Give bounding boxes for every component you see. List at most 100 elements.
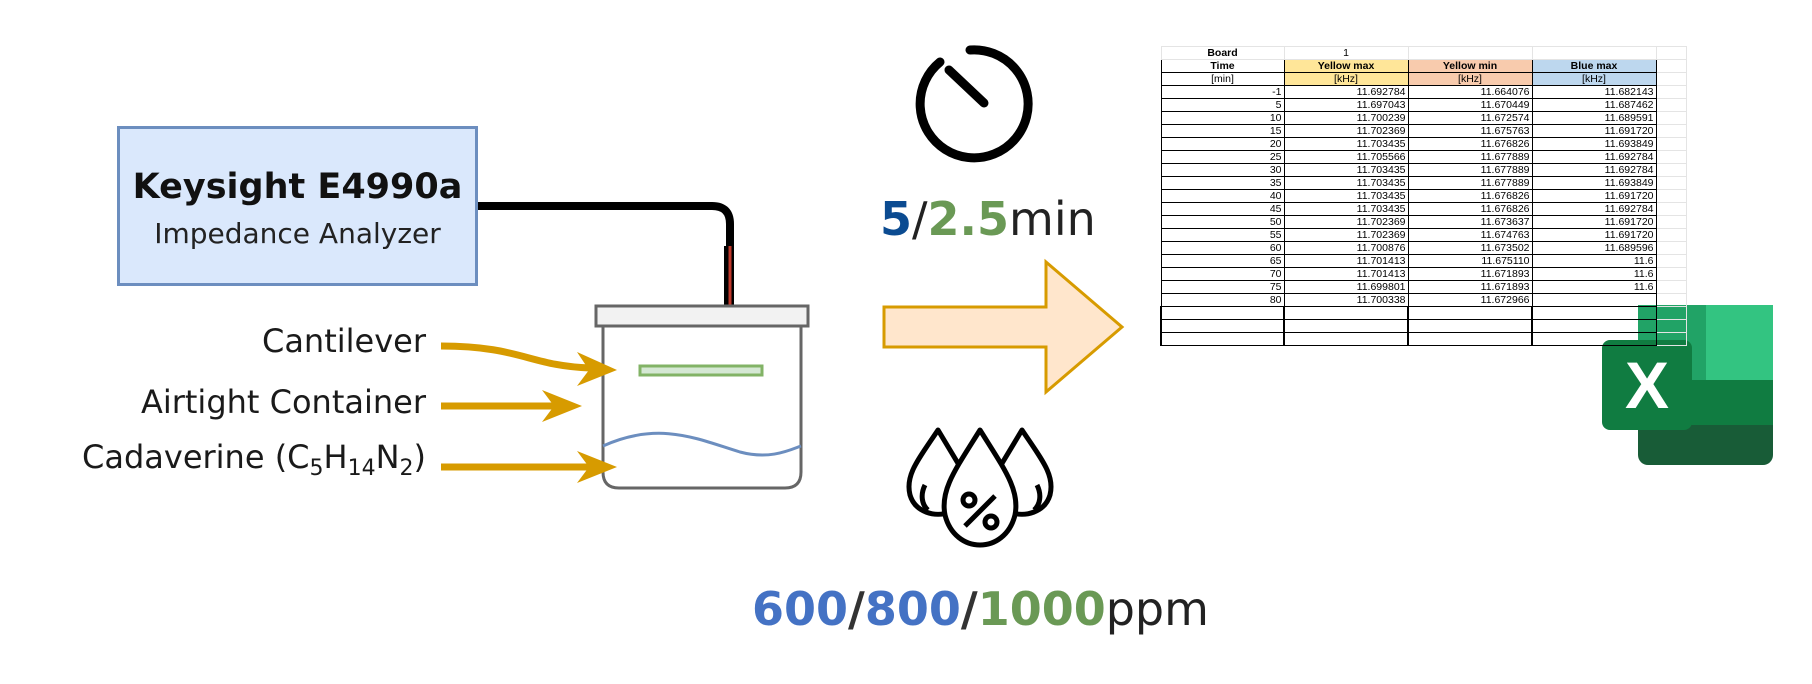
table-cell: 11.676826 [1407,202,1533,216]
table-cell: 70 [1160,267,1285,281]
table-cell: 11.703435 [1283,163,1409,177]
table-cell: 11.700239 [1283,111,1409,125]
table-cell: 11.702369 [1283,124,1409,138]
table-row: 25 11.705566 11.677889 11.692784 [1160,150,1687,164]
table-cell: -1 [1160,85,1285,99]
analyzer-subtitle: Impedance Analyzer [154,217,441,250]
table-row: -1 11.692784 11.664076 11.682143 [1160,85,1687,99]
table-cell: 11.672966 [1407,293,1533,307]
header-yellow-min: Yellow min [1407,59,1533,73]
board-label: Board [1160,46,1285,60]
table-cell: 11.671893 [1407,280,1533,294]
table-row: 30 11.703435 11.677889 11.692784 [1160,163,1687,177]
table-cell: 11.675763 [1407,124,1533,138]
concentration-value-3: 1000 [977,582,1106,636]
concentration-levels: 600/800/1000ppm [752,582,1209,636]
timer-icon [915,45,1033,163]
table-cell: 11.700338 [1283,293,1409,307]
table-cell: 11.6 [1531,254,1657,268]
empty-row [1160,306,1687,320]
empty-row [1160,319,1687,333]
empty-row [1160,332,1687,346]
cable [478,202,734,367]
unit-blue-max: [kHz] [1531,72,1657,86]
table-cell: 80 [1160,293,1285,307]
table-cell: 25 [1160,150,1285,164]
table-row: 40 11.703435 11.676826 11.691720 [1160,189,1687,203]
table-cell: 11.693849 [1531,137,1657,151]
container-arrowhead [542,390,582,422]
cantilever-label: Cantilever [261,322,426,360]
table-cell: 65 [1160,254,1285,268]
interval-value-2: 2.5 [927,192,1010,246]
table-row: 50 11.702369 11.673637 11.691720 [1160,215,1687,229]
table-row: 65 11.701413 11.675110 11.6 [1160,254,1687,268]
table-cell [1531,293,1657,307]
unit-yellow-max: [kHz] [1283,72,1409,86]
table-row: 60 11.700876 11.673502 11.689596 [1160,241,1687,255]
table-row: 75 11.699801 11.671893 11.6 [1160,280,1687,294]
table-row: 80 11.700338 11.672966 [1160,293,1687,307]
table-cell: 11.702369 [1283,215,1409,229]
table-cell: 11.703435 [1283,176,1409,190]
table-cell: 11.672574 [1407,111,1533,125]
table-cell: 11.691720 [1531,228,1657,242]
cantilever-arrow [440,342,591,372]
table-cell: 11.677889 [1407,150,1533,164]
unit-time: [min] [1160,72,1285,86]
table-cell: 11.6 [1531,280,1657,294]
table-cell: 11.687462 [1531,98,1657,112]
concentration-value-2: 800 [864,582,961,636]
table-cell: 11.6 [1531,267,1657,281]
table-cell: 55 [1160,228,1285,242]
container-label: Airtight Container [140,383,426,421]
table-row: 20 11.703435 11.676826 11.693849 [1160,137,1687,151]
container-lid [594,304,810,328]
board-value: 1 [1283,46,1409,60]
table-cell: 11.703435 [1283,202,1409,216]
table-cell: 11.671893 [1407,267,1533,281]
table-cell: 50 [1160,215,1285,229]
cadaverine-label: Cadaverine (C5H14N2) [82,438,426,481]
table-cell: 5 [1160,98,1285,112]
table-cell: 11.700876 [1283,241,1409,255]
table-cell: 11.677889 [1407,176,1533,190]
table-cell: 11.692784 [1531,163,1657,177]
table-cell: 11.705566 [1283,150,1409,164]
table-cell: 11.673637 [1407,215,1533,229]
table-cell: 11.701413 [1283,267,1409,281]
data-spreadsheet: Board 1 Time Yellow max Yellow min Blue … [1160,46,1687,346]
table-cell: 11.689596 [1531,241,1657,255]
table-cell: 40 [1160,189,1285,203]
table-cell: 11.699801 [1283,280,1409,294]
cantilever-arrowhead [577,352,617,386]
cadaverine-arrowhead [577,451,617,483]
table-cell: 20 [1160,137,1285,151]
table-cell: 11.697043 [1283,98,1409,112]
table-cell: 11.691720 [1531,215,1657,229]
table-row: 35 11.703435 11.677889 11.693849 [1160,176,1687,190]
table-cell: 11.664076 [1407,85,1533,99]
interval-value-1: 5 [880,192,913,246]
table-row: 5 11.697043 11.670449 11.687462 [1160,98,1687,112]
table-cell: 11.676826 [1407,137,1533,151]
measurement-interval: 5/2.5min [880,192,1096,246]
table-cell: 11.674763 [1407,228,1533,242]
table-cell: 11.670449 [1407,98,1533,112]
table-cell: 75 [1160,280,1285,294]
table-row: 15 11.702369 11.675763 11.691720 [1160,124,1687,138]
table-cell: 11.691720 [1531,189,1657,203]
header-time: Time [1160,59,1285,73]
table-cell: 11.701413 [1283,254,1409,268]
table-cell: 30 [1160,163,1285,177]
table-cell: 11.675110 [1407,254,1533,268]
impedance-analyzer-box: Keysight E4990a Impedance Analyzer [117,126,478,286]
table-cell: 45 [1160,202,1285,216]
table-cell: 11.692784 [1283,85,1409,99]
table-cell: 11.703435 [1283,137,1409,151]
table-cell: 11.691720 [1531,124,1657,138]
table-row: 45 11.703435 11.676826 11.692784 [1160,202,1687,216]
table-cell: 11.677889 [1407,163,1533,177]
unit-yellow-min: [kHz] [1407,72,1533,86]
